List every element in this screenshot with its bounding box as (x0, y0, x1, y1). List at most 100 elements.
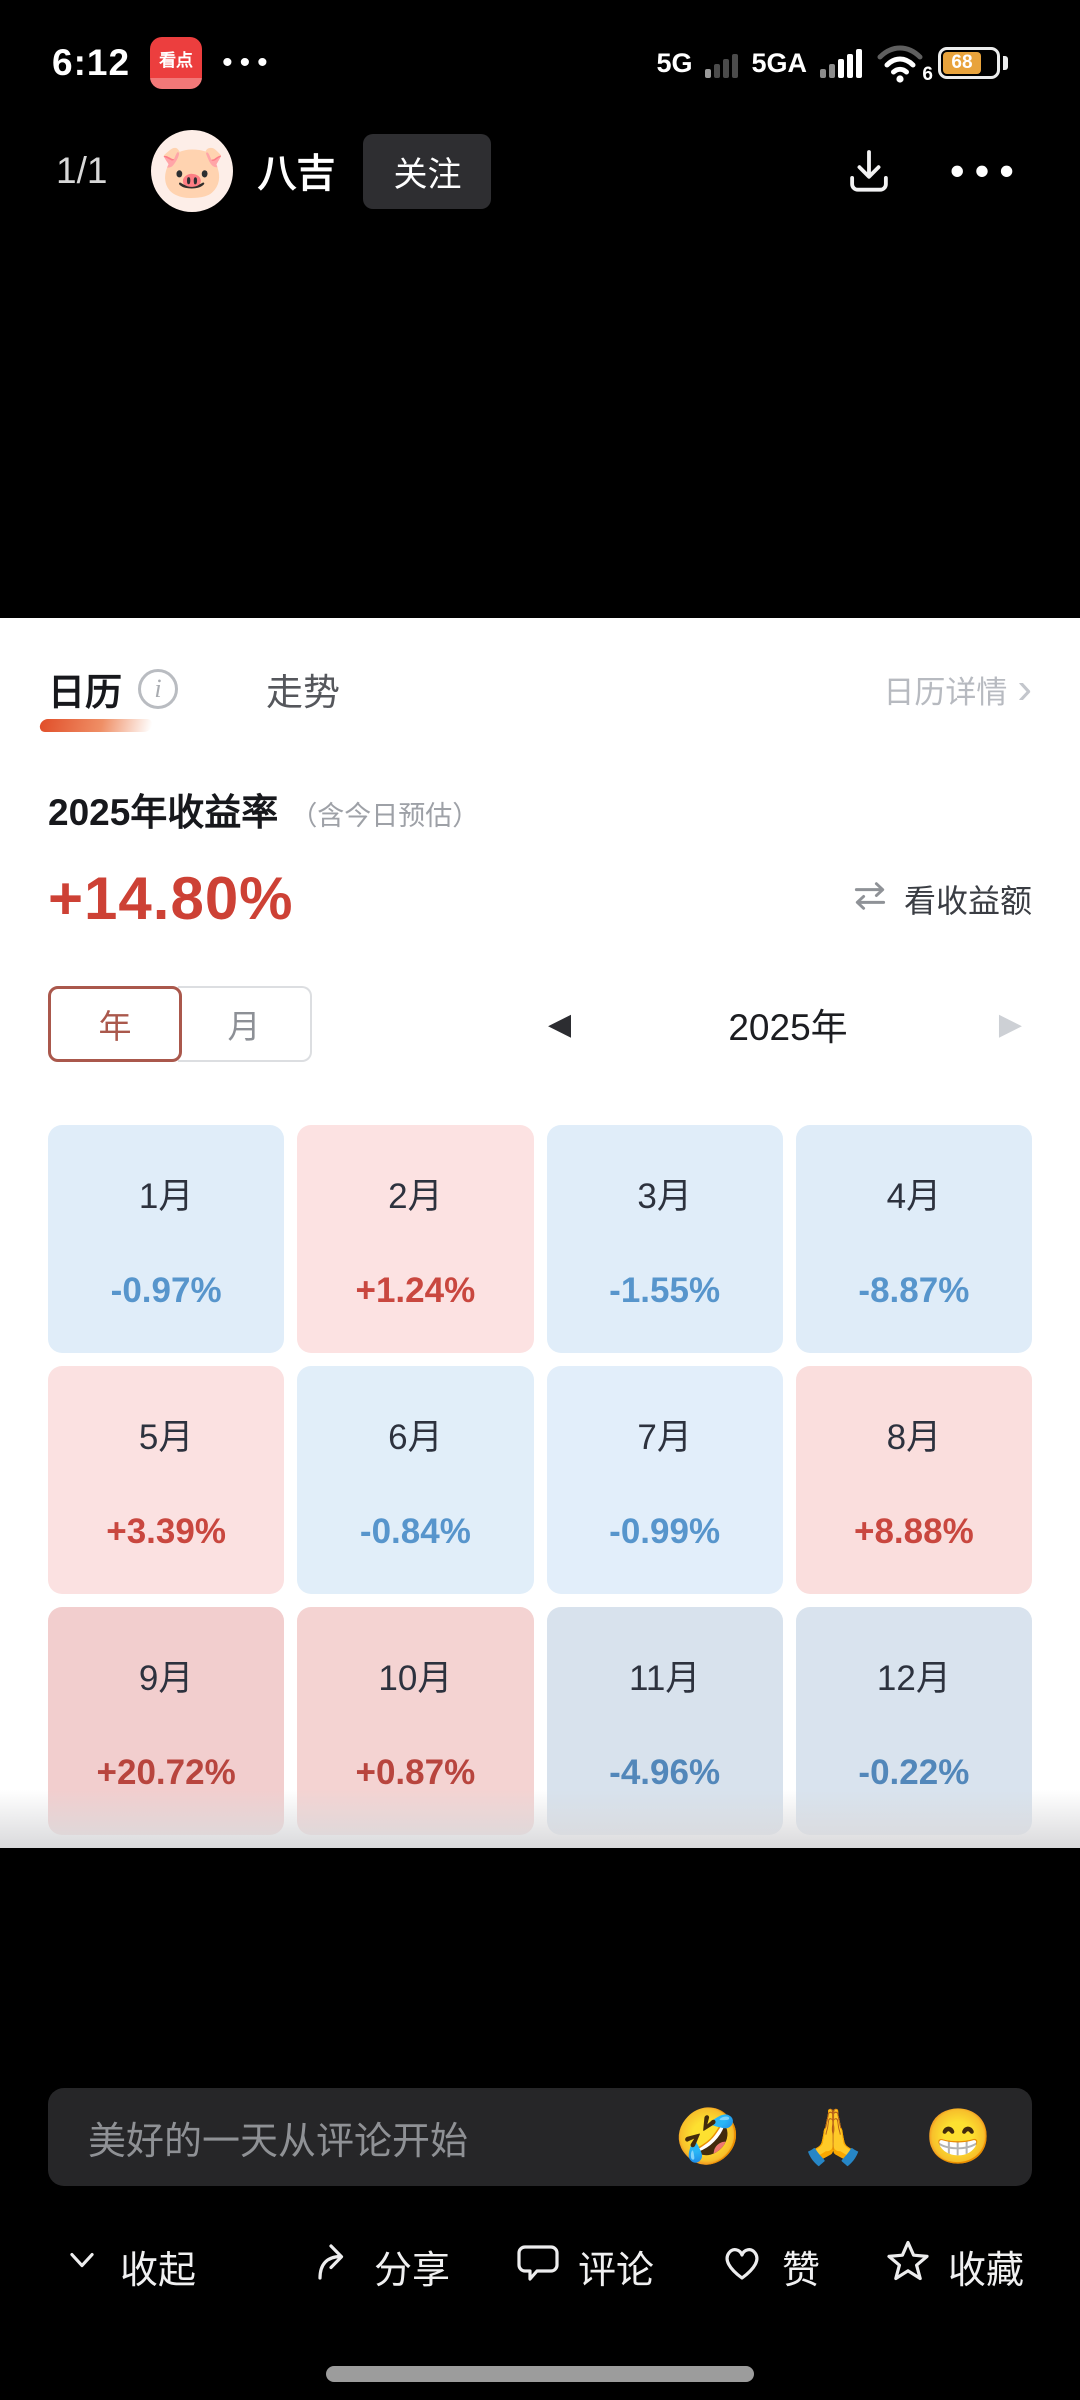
chevron-down-icon (60, 2239, 104, 2293)
month-label: 9月 (138, 1658, 194, 1698)
signal-bars-sim2-icon (820, 48, 862, 78)
month-label: 2月 (388, 1176, 443, 1216)
month-value: +1.24% (355, 1270, 476, 1310)
page-indicator: 1/1 (56, 150, 108, 191)
month-value: -1.55% (609, 1270, 721, 1310)
tab-calendar-label: 日历 (48, 672, 122, 713)
comment-button[interactable]: 评论 (514, 2237, 654, 2295)
comment-input[interactable]: 美好的一天从评论开始 🤣 🙏 😁 (48, 2088, 1032, 2186)
month-cell[interactable]: 7月 -0.99% (546, 1366, 783, 1594)
wifi6-tag: 6 (922, 64, 933, 85)
share-button[interactable]: 分享 (310, 2237, 450, 2295)
view-amount-label: 看收益额 (903, 882, 1032, 919)
month-value: +20.72% (96, 1752, 236, 1792)
tab-trend[interactable]: 走势 (266, 672, 340, 713)
active-tab-underline (38, 719, 154, 732)
view-amount-toggle[interactable]: 看收益额 (850, 876, 1032, 922)
month-cell[interactable]: 4月 -8.87% (795, 1125, 1032, 1353)
month-cell[interactable]: 3月 -1.55% (546, 1125, 783, 1353)
swap-icon (850, 879, 890, 918)
heart-icon (718, 2237, 766, 2295)
month-value: +8.88% (854, 1511, 974, 1551)
viewer-header: 1/1 🐷 八吉 关注 ••• (56, 124, 1024, 218)
bottom-action-bar: 收起 分享 评论 赞 (60, 2228, 1024, 2304)
month-value: -0.97% (110, 1270, 222, 1310)
tab-calendar[interactable]: 日历 (38, 662, 154, 732)
calendar-detail-label: 日历详情 (883, 674, 1008, 710)
favorite-button[interactable]: 收藏 (884, 2237, 1024, 2295)
rofl-emoji[interactable]: 🤣 (674, 2107, 742, 2167)
month-label: 1月 (138, 1176, 194, 1216)
battery-percent: 68 (951, 52, 973, 73)
star-icon (884, 2237, 932, 2295)
year-return-title: 2025年收益率 (48, 792, 279, 833)
home-indicator[interactable] (326, 2366, 754, 2382)
month-value: +3.39% (106, 1511, 226, 1551)
notification-dots-icon: ••• (222, 46, 275, 79)
comment-placeholder: 美好的一天从评论开始 (88, 2120, 469, 2163)
status-bar: 6:12 看点 ••• 5G 5GA 6 68 (52, 34, 1008, 92)
calendar-detail-link[interactable]: 日历详情 › (883, 667, 1032, 712)
month-label: 5月 (138, 1417, 194, 1457)
month-cell[interactable]: 2月 +1.24% (297, 1125, 534, 1353)
month-label: 10月 (378, 1658, 453, 1698)
return-calendar-card: 日历 i 走势 日历详情 › 2025年收益率 （含今日预估） +14.80% … (0, 618, 1080, 1848)
pig-avatar-image: 🐷 (160, 142, 225, 201)
month-cell[interactable]: 6月 -0.84% (297, 1366, 534, 1594)
month-value: -0.84% (359, 1511, 471, 1551)
like-label: 赞 (781, 2249, 820, 2292)
more-menu-button[interactable]: ••• (950, 147, 1024, 195)
month-label: 8月 (886, 1417, 942, 1457)
estimate-note: （含今日预估） (290, 801, 480, 831)
card-bottom-fade (0, 1790, 1080, 1848)
prev-year-button[interactable]: ◀ (548, 1007, 572, 1041)
month-cell[interactable]: 8月 +8.88% (795, 1366, 1032, 1594)
comment-bubble-icon (514, 2237, 562, 2295)
clock: 6:12 (52, 42, 131, 83)
grin-emoji[interactable]: 😁 (924, 2107, 992, 2167)
current-period-label: 2025年 (728, 1007, 848, 1048)
app-badge-label: 看点 (159, 50, 194, 70)
network-5ga-label: 5GA (751, 47, 807, 78)
info-icon[interactable]: i (138, 669, 178, 709)
share-icon (310, 2237, 358, 2295)
download-icon (842, 143, 896, 200)
total-return-value: +14.80% (48, 865, 294, 932)
period-selector-row: 年 月 ◀ 2025年 ▶ (48, 985, 1032, 1063)
return-title-row: 2025年收益率 （含今日预估） (48, 782, 1032, 836)
kandian-app-badge[interactable]: 看点 (150, 37, 203, 89)
comment-label: 评论 (577, 2249, 654, 2292)
card-tab-row: 日历 i 走势 日历详情 › (38, 618, 1032, 732)
signal-bars-sim1-icon (705, 48, 739, 78)
quick-emoji-row: 🤣 🙏 😁 (674, 2110, 992, 2164)
share-label: 分享 (373, 2249, 450, 2292)
month-cell[interactable]: 5月 +3.39% (48, 1366, 285, 1594)
follow-button[interactable]: 关注 (363, 133, 492, 209)
app-badge-strip (150, 78, 203, 89)
download-button[interactable] (842, 143, 896, 200)
username[interactable]: 八吉 (257, 153, 336, 196)
avatar[interactable]: 🐷 (151, 130, 234, 212)
month-label: 4月 (886, 1176, 942, 1216)
month-cell[interactable]: 1月 -0.97% (48, 1125, 285, 1353)
collapse-button[interactable]: 收起 (60, 2239, 196, 2294)
unit-year-button[interactable]: 年 (48, 986, 182, 1062)
month-label: 3月 (637, 1176, 692, 1216)
month-label: 11月 (628, 1658, 701, 1698)
month-value: -0.99% (609, 1511, 721, 1551)
month-label: 12月 (876, 1658, 951, 1698)
status-bar-left: 6:12 看点 ••• (52, 37, 275, 89)
month-value: -4.96% (609, 1752, 721, 1792)
favorite-label: 收藏 (947, 2249, 1024, 2292)
network-5g-label: 5G (656, 47, 693, 78)
actions-group: 分享 评论 赞 收藏 (310, 2237, 1024, 2295)
folded-hands-emoji[interactable]: 🙏 (799, 2107, 867, 2167)
more-dots-icon: ••• (949, 147, 1024, 194)
month-value: -8.87% (858, 1270, 970, 1310)
like-button[interactable]: 赞 (718, 2237, 820, 2295)
unit-toggle: 年 月 (48, 986, 312, 1062)
wifi-icon: 6 (875, 42, 933, 85)
unit-month-button[interactable]: 月 (178, 986, 312, 1062)
next-year-button[interactable]: ▶ (998, 1007, 1022, 1041)
